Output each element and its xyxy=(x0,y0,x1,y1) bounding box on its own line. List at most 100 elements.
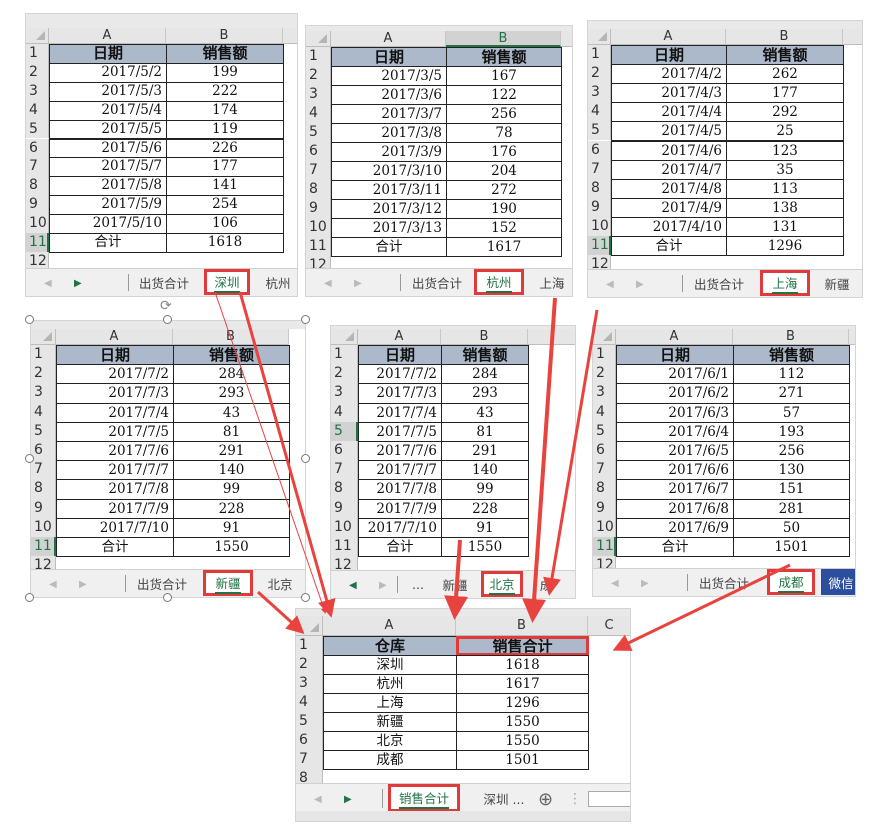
select-all-corner[interactable] xyxy=(296,616,323,636)
row-header-3[interactable]: 3 xyxy=(26,81,49,101)
row-header-2[interactable]: 2 xyxy=(593,364,616,384)
sales-cell[interactable]: 228 xyxy=(441,498,529,519)
sales-cell[interactable]: 271 xyxy=(733,383,850,404)
sales-cell[interactable]: 199 xyxy=(166,62,284,83)
row-header-5[interactable]: 5 xyxy=(306,123,331,142)
total-value-cell[interactable]: 1501 xyxy=(733,537,850,558)
row-header-5[interactable]: 5 xyxy=(296,712,323,731)
date-cell[interactable]: 2017/3/6 xyxy=(331,85,447,105)
select-all-corner[interactable] xyxy=(593,329,616,345)
row-header-10[interactable]: 10 xyxy=(593,517,616,537)
scroll-tabs-left-icon[interactable]: ◀ xyxy=(44,277,52,289)
row-header-5[interactable]: 5 xyxy=(31,421,56,441)
sales-total-cell[interactable]: 1618 xyxy=(456,655,589,675)
sales-cell[interactable]: 174 xyxy=(166,100,284,121)
column-header-b[interactable]: B xyxy=(166,28,283,44)
sales-cell[interactable]: 204 xyxy=(446,161,562,181)
column-title-cell[interactable]: 日期 xyxy=(358,345,442,366)
row-header-4[interactable]: 4 xyxy=(296,693,323,712)
date-cell[interactable]: 2017/3/8 xyxy=(331,123,447,143)
row-header-10[interactable]: 10 xyxy=(26,214,49,233)
column-header-a[interactable]: A xyxy=(358,329,441,345)
date-cell[interactable]: 2017/5/7 xyxy=(49,157,167,178)
total-label-cell[interactable]: 合计 xyxy=(358,537,442,558)
scroll-tabs-right-icon[interactable]: ▶ xyxy=(354,277,362,289)
warehouse-cell[interactable]: 深圳 xyxy=(323,655,457,675)
sales-cell[interactable]: 131 xyxy=(726,216,844,237)
sheet-tab-2[interactable]: 深圳 xyxy=(204,269,250,295)
row-header-2[interactable]: 2 xyxy=(588,64,611,84)
column-header-a[interactable]: A xyxy=(331,31,446,47)
row-header-10[interactable]: 10 xyxy=(331,517,358,537)
column-title-cell[interactable]: 销售合计 xyxy=(456,636,589,656)
sales-cell[interactable]: 119 xyxy=(166,119,284,140)
sales-cell[interactable]: 272 xyxy=(446,180,562,200)
select-all-corner[interactable] xyxy=(31,329,56,345)
sales-cell[interactable]: 284 xyxy=(173,364,290,385)
date-cell[interactable]: 2017/7/4 xyxy=(56,402,174,423)
date-cell[interactable]: 2017/4/10 xyxy=(611,216,727,237)
column-header-next[interactable] xyxy=(561,31,572,47)
scroll-tabs-right-icon[interactable]: ▶ xyxy=(74,277,82,289)
sales-cell[interactable]: 123 xyxy=(726,140,844,161)
sales-cell[interactable]: 122 xyxy=(446,85,562,105)
sheet-tab-4[interactable]: 成 xyxy=(531,571,561,597)
date-cell[interactable]: 2017/6/3 xyxy=(616,402,734,423)
row-header-3[interactable]: 3 xyxy=(331,383,358,403)
row-header-2[interactable]: 2 xyxy=(31,364,56,384)
row-header-5[interactable]: 5 xyxy=(588,121,611,141)
column-title-cell[interactable]: 日期 xyxy=(611,45,727,66)
date-cell[interactable]: 2017/6/1 xyxy=(616,364,734,385)
date-cell[interactable]: 2017/7/7 xyxy=(358,460,442,481)
date-cell[interactable]: 2017/6/9 xyxy=(616,517,734,538)
sheet-tab-2[interactable]: 深圳 ... xyxy=(474,784,534,812)
column-header-a[interactable]: A xyxy=(56,329,173,345)
total-value-cell[interactable]: 1617 xyxy=(446,237,562,257)
sales-cell[interactable]: 176 xyxy=(446,142,562,162)
scroll-tabs-left-icon[interactable]: ◀ xyxy=(49,578,57,590)
sales-cell[interactable]: 99 xyxy=(173,479,290,500)
row-header-2[interactable]: 2 xyxy=(331,364,358,384)
row-header-6[interactable]: 6 xyxy=(26,138,49,158)
sales-cell[interactable]: 222 xyxy=(166,81,284,102)
row-header-3[interactable]: 3 xyxy=(593,383,616,403)
date-cell[interactable]: 2017/6/2 xyxy=(616,383,734,404)
row-header-6[interactable]: 6 xyxy=(306,142,331,161)
horizontal-scrollbar[interactable] xyxy=(588,791,630,807)
row-header-3[interactable]: 3 xyxy=(588,83,611,103)
resize-handle[interactable] xyxy=(163,593,172,602)
row-header-4[interactable]: 4 xyxy=(331,402,358,422)
row-header-6[interactable]: 6 xyxy=(588,140,611,160)
date-cell[interactable]: 2017/5/4 xyxy=(49,100,167,121)
date-cell[interactable]: 2017/6/8 xyxy=(616,498,734,519)
warehouse-cell[interactable]: 北京 xyxy=(323,731,457,751)
sales-cell[interactable]: 292 xyxy=(726,102,844,123)
sales-cell[interactable]: 57 xyxy=(733,402,850,423)
row-header-11[interactable]: 11 xyxy=(26,233,49,252)
row-header-7[interactable]: 7 xyxy=(296,750,323,769)
sheet-tab-1[interactable]: 出货合计 xyxy=(406,269,468,295)
date-cell[interactable]: 2017/7/4 xyxy=(358,402,442,423)
sheet-tab-1[interactable]: 出货合计 xyxy=(693,569,755,595)
row-header-10[interactable]: 10 xyxy=(306,218,331,237)
row-header-3[interactable]: 3 xyxy=(296,674,323,693)
date-cell[interactable]: 2017/4/5 xyxy=(611,121,727,142)
sheet-tab-1[interactable]: 出货合计 xyxy=(131,570,193,596)
date-cell[interactable]: 2017/7/5 xyxy=(358,421,442,442)
sales-cell[interactable]: 81 xyxy=(173,421,290,442)
row-header-7[interactable]: 7 xyxy=(26,157,49,177)
row-header-8[interactable]: 8 xyxy=(26,176,49,196)
sales-cell[interactable]: 190 xyxy=(446,199,562,219)
sales-cell[interactable]: 78 xyxy=(446,123,562,143)
sales-cell[interactable]: 152 xyxy=(446,218,562,238)
row-header-5[interactable]: 5 xyxy=(331,421,358,441)
row-header-12[interactable]: 12 xyxy=(26,251,49,268)
select-all-corner[interactable] xyxy=(306,31,331,47)
row-header-6[interactable]: 6 xyxy=(331,441,358,461)
sales-cell[interactable]: 167 xyxy=(446,66,562,86)
total-label-cell[interactable]: 合计 xyxy=(611,236,727,257)
column-header-b[interactable]: B xyxy=(733,329,849,345)
sheet-tab-2[interactable]: 新疆 xyxy=(433,571,477,597)
row-header-3[interactable]: 3 xyxy=(306,85,331,104)
sheet-tab-3[interactable]: 北京 xyxy=(481,571,523,597)
